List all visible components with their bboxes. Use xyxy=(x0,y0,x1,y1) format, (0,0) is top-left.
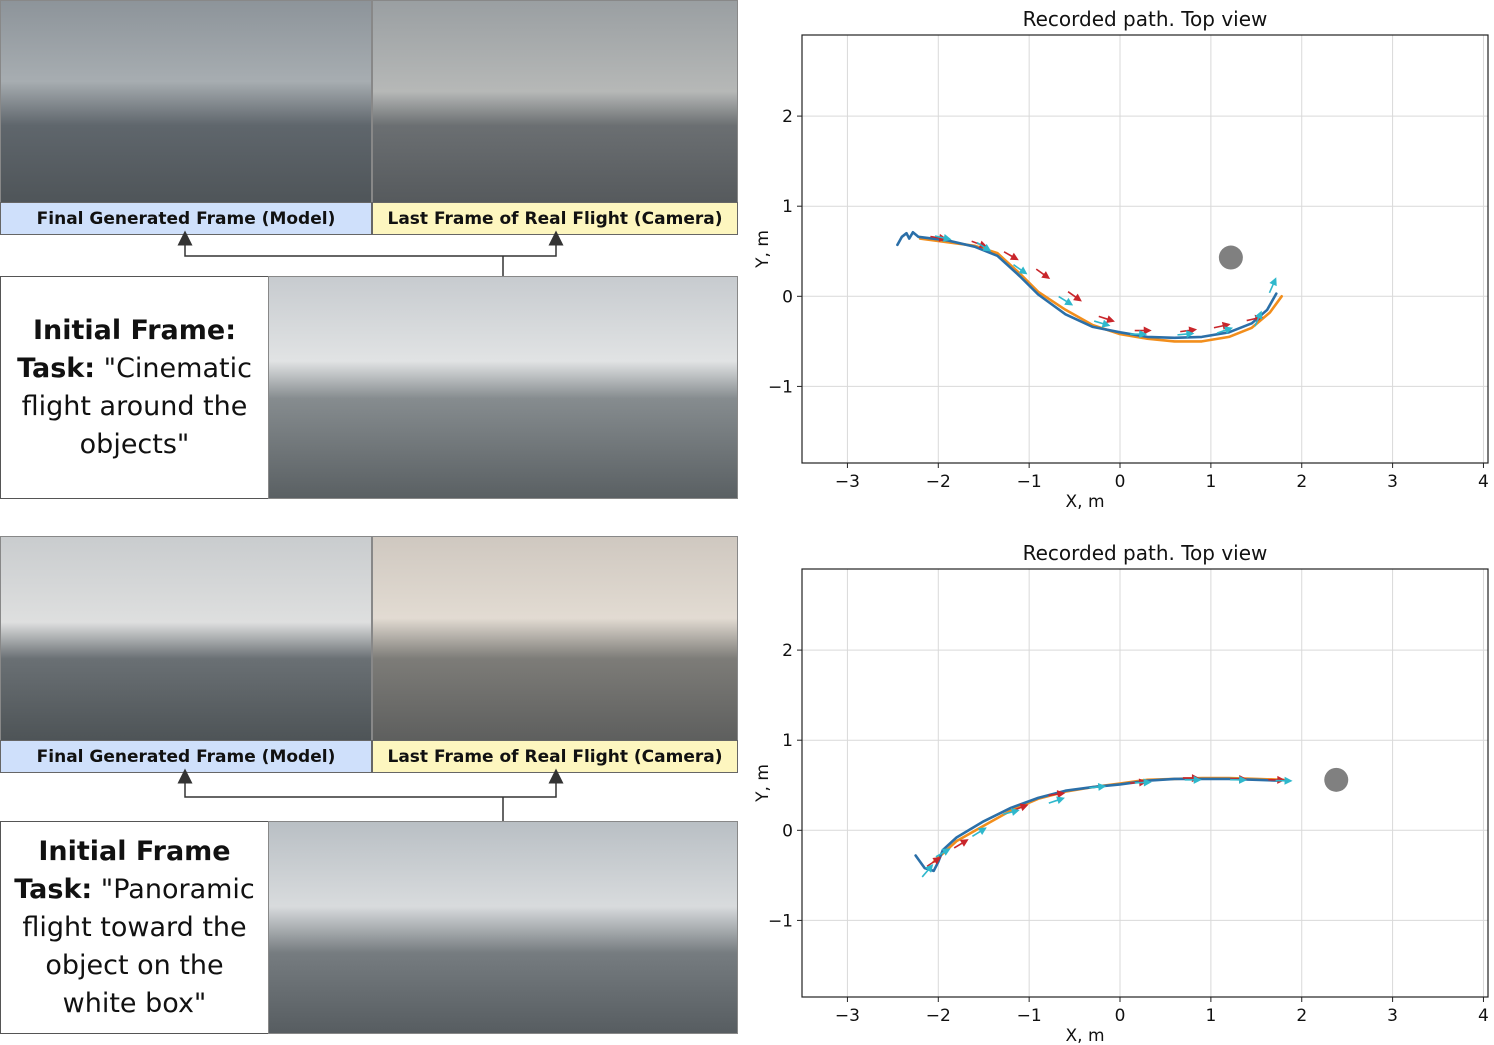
heading-arrow-red_arrow xyxy=(926,856,942,867)
real-frame-label-1: Last Frame of Real Flight (Camera) xyxy=(372,202,738,235)
path-chart-2: Recorded path. Top view −3 −2 −1 0 1 2 3 4 −1 0 1 2 X… xyxy=(753,541,1489,1045)
x-axis-label: X, m xyxy=(1065,492,1104,512)
x-tick-label: 2 xyxy=(1296,1006,1307,1026)
heading-arrow-red_arrow xyxy=(1098,315,1115,323)
heading-arrow-cyan_arrow xyxy=(976,241,992,252)
y-tick-label: −1 xyxy=(768,911,793,931)
x-tick-label: 0 xyxy=(1115,472,1126,492)
x-tick-label: 1 xyxy=(1205,472,1216,492)
task-description-1: Initial Frame: Task: "Cinematic flight a… xyxy=(0,276,269,499)
heading-arrow-cyan_arrow xyxy=(1268,277,1277,294)
initial-frame-image-1 xyxy=(268,276,738,499)
obstacle-marker xyxy=(1324,767,1349,792)
x-tick-label: 3 xyxy=(1387,472,1398,492)
x-tick-label: −3 xyxy=(835,472,860,492)
heading-arrow-cyan_arrow xyxy=(1177,330,1195,339)
heading-arrow-cyan_arrow xyxy=(1275,776,1293,785)
x-axis-label: X, m xyxy=(1065,1026,1104,1045)
task-prefix-1: Task: xyxy=(17,352,96,384)
y-tick-label: 2 xyxy=(782,107,793,127)
path-series-blue xyxy=(914,777,1281,873)
task-heading-1: Initial Frame: xyxy=(32,314,237,346)
y-tick-label: 2 xyxy=(782,641,793,661)
heading-arrow-red_arrow xyxy=(1003,251,1019,261)
x-tick-label: −2 xyxy=(926,472,951,492)
path-chart-1: Recorded path. Top view −3 −2 −1 0 1 2 3 4 −1 0 1 2 X… xyxy=(753,7,1489,512)
y-tick-label: 0 xyxy=(782,821,793,841)
heading-arrow-cyan_arrow xyxy=(921,864,934,878)
heading-arrow-red_arrow xyxy=(1048,790,1066,799)
x-tick-label: 2 xyxy=(1296,472,1307,492)
task-description-2: Initial Frame Task: "Panoramic flight to… xyxy=(0,821,269,1034)
heading-arrow-cyan_arrow xyxy=(934,234,952,242)
x-tick-label: 4 xyxy=(1478,1006,1489,1026)
task-heading-2: Initial Frame xyxy=(38,835,231,867)
heading-arrow-cyan_arrow xyxy=(1130,330,1148,339)
connector-arrow-model-2 xyxy=(177,768,503,798)
y-tick-label: −1 xyxy=(768,377,793,397)
x-tick-label: −1 xyxy=(1017,1006,1042,1026)
heading-arrow-cyan_arrow xyxy=(935,848,951,858)
x-tick-label: −2 xyxy=(926,1006,951,1026)
task-text-2: "Panoramic flight toward the object on t… xyxy=(22,873,255,1019)
heading-arrow-red_arrow xyxy=(1067,291,1082,302)
heading-arrow-cyan_arrow xyxy=(1048,796,1065,805)
heading-arrow-cyan_arrow xyxy=(1230,775,1248,784)
real-frame-label-2: Last Frame of Real Flight (Camera) xyxy=(372,740,738,773)
initial-frame-image-2 xyxy=(268,821,738,1034)
obstacle-marker xyxy=(1218,245,1243,270)
heading-arrow-red_arrow xyxy=(953,839,969,849)
y-tick-label: 1 xyxy=(782,731,793,751)
x-tick-label: 3 xyxy=(1387,1006,1398,1026)
y-tick-label: 1 xyxy=(782,197,793,217)
heading-arrow-cyan_arrow xyxy=(1058,295,1074,306)
connector-arrow-model-1 xyxy=(177,230,503,257)
final-generated-frame-image-1 xyxy=(0,0,372,203)
heading-arrow-red_arrow xyxy=(1213,321,1231,330)
x-tick-label: −1 xyxy=(1017,472,1042,492)
heading-arrow-cyan_arrow xyxy=(1216,326,1234,334)
final-generated-frame-image-2 xyxy=(0,536,372,741)
heading-arrow-cyan_arrow xyxy=(971,827,987,838)
plot-frame xyxy=(801,568,1489,998)
heading-arrow-cyan_arrow xyxy=(1093,319,1111,328)
chart-title: Recorded path. Top view xyxy=(1023,7,1268,31)
x-tick-label: 1 xyxy=(1205,1006,1216,1026)
x-tick-label: 4 xyxy=(1478,472,1489,492)
heading-arrow-red_arrow xyxy=(1035,268,1051,279)
heading-arrow-cyan_arrow xyxy=(1134,778,1152,787)
x-tick-label: 0 xyxy=(1115,1006,1126,1026)
last-real-frame-image-2 xyxy=(372,536,738,741)
last-real-frame-image-1 xyxy=(372,0,738,203)
model-frame-label-2: Final Generated Frame (Model) xyxy=(0,740,372,773)
y-axis-label: Y, m xyxy=(753,764,773,803)
task-text-1: "Cinematic flight around the objects" xyxy=(21,352,252,460)
x-tick-label: −3 xyxy=(835,1006,860,1026)
heading-arrow-cyan_arrow xyxy=(1184,775,1202,784)
path-series-blue xyxy=(896,231,1278,340)
connector-arrow-real-1 xyxy=(503,230,564,257)
task-prefix-2: Task: xyxy=(14,873,93,905)
heading-arrow-cyan_arrow xyxy=(1013,264,1028,275)
heading-arrow-cyan_arrow xyxy=(1089,782,1107,791)
y-axis-label: Y, m xyxy=(753,230,773,269)
connector-arrows xyxy=(177,230,564,821)
heading-arrow-cyan_arrow xyxy=(1254,310,1263,327)
chart-title: Recorded path. Top view xyxy=(1023,541,1268,565)
y-tick-label: 0 xyxy=(782,287,793,307)
heading-arrow-cyan_arrow xyxy=(1003,808,1020,816)
plot-frame xyxy=(801,34,1489,464)
connector-arrow-real-2 xyxy=(503,768,564,798)
